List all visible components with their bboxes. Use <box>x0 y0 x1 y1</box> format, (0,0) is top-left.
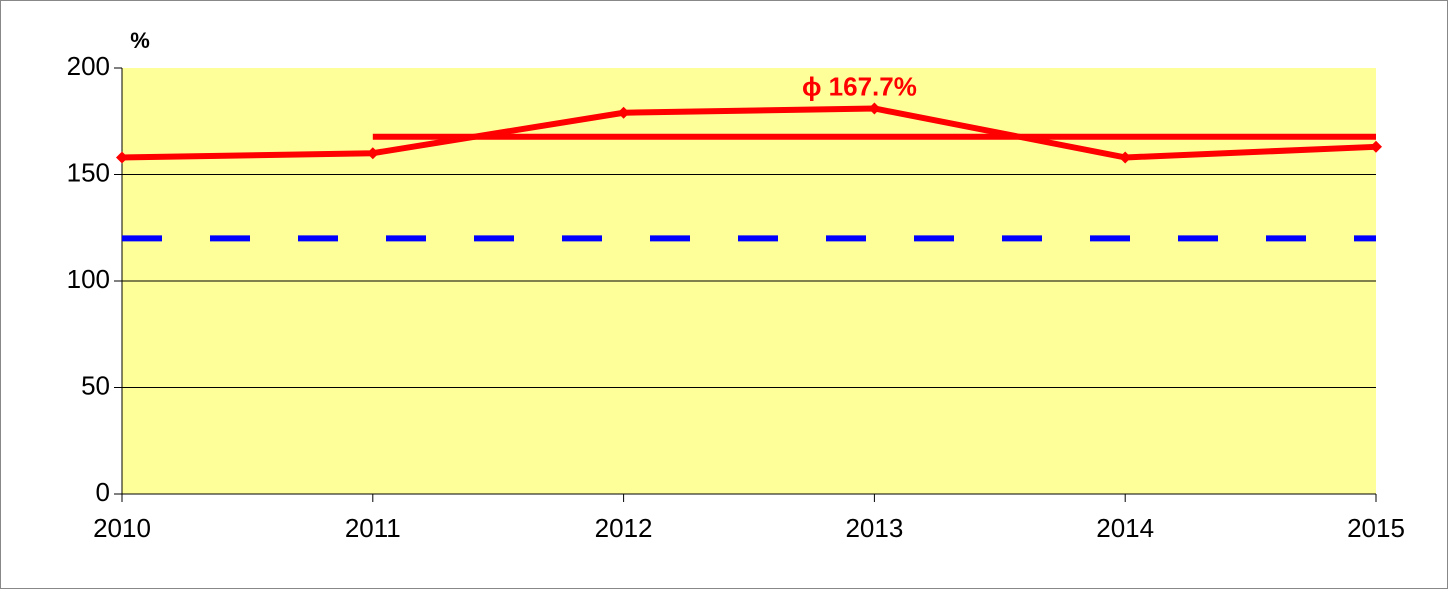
x-tick-label: 2014 <box>1096 513 1154 543</box>
x-tick-label: 2015 <box>1347 513 1405 543</box>
x-tick-label: 2013 <box>845 513 903 543</box>
reference-label: ϕ 167.7% <box>802 72 917 102</box>
x-tick-label: 2010 <box>93 513 151 543</box>
data-point <box>366 147 379 160</box>
y-tick-label: 50 <box>81 370 110 400</box>
data-point <box>868 102 881 115</box>
y-tick-label: 100 <box>67 264 110 294</box>
y-tick-label: 0 <box>96 477 110 507</box>
data-point <box>116 151 128 164</box>
series-line <box>121 105 1377 161</box>
y-tick-label: 150 <box>67 157 110 187</box>
y-unit: % <box>130 28 150 53</box>
data-point <box>617 106 630 119</box>
y-tick-label: 200 <box>67 51 110 81</box>
data-point <box>1119 151 1132 164</box>
data-point <box>1370 140 1382 153</box>
x-tick-label: 2011 <box>345 513 401 543</box>
x-tick-label: 2012 <box>595 513 653 543</box>
